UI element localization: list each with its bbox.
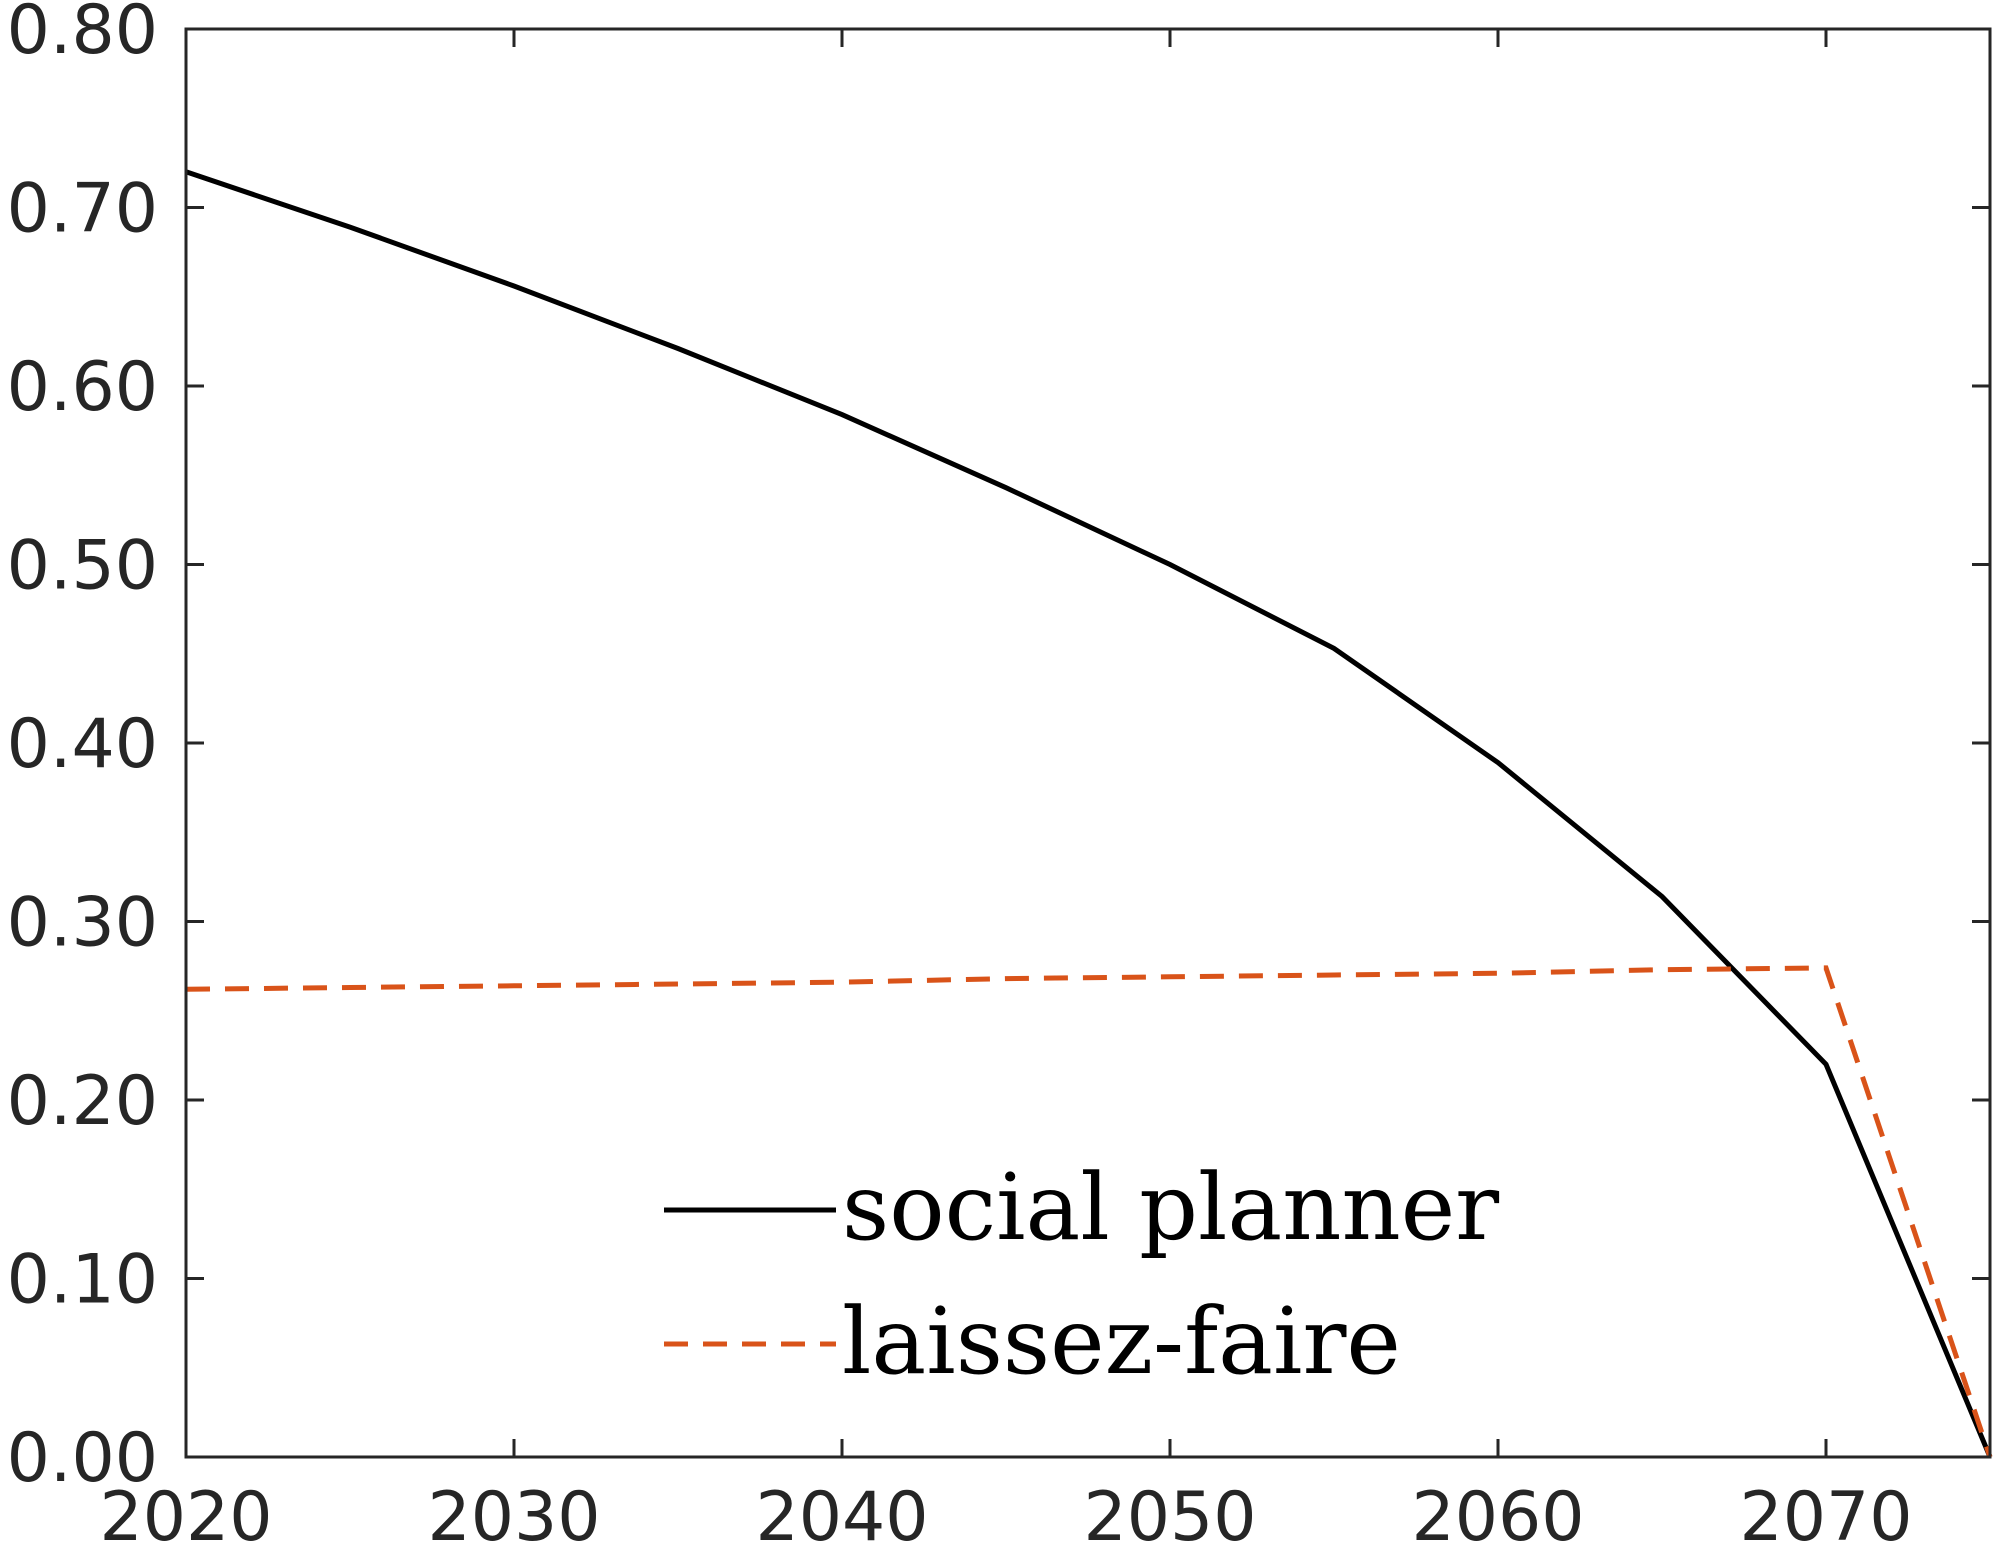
- y-tick-label: 0.00: [7, 1419, 158, 1498]
- y-tick-label: 0.50: [7, 527, 158, 606]
- y-tick-label: 0.40: [7, 705, 158, 784]
- x-tick-label: 2030: [427, 1478, 600, 1554]
- y-tick-label: 0.30: [7, 884, 158, 963]
- series-line-social-planner: [185, 169, 1993, 1458]
- plot-area: [186, 29, 1990, 1457]
- x-tick-label: 2050: [1083, 1478, 1256, 1554]
- series-layer: [185, 169, 1993, 1458]
- series-line-laissez-faire: [185, 965, 1993, 1458]
- x-tick-label: 2040: [755, 1478, 928, 1554]
- y-tick-label: 0.20: [7, 1062, 158, 1141]
- y-tick-label: 0.70: [7, 170, 158, 249]
- axes-layer: 2020 2030 2040 2050 2060 2070 0.00 0.10 0.20 0.30…: [7, 0, 1992, 1554]
- y-tick-label: 0.60: [7, 348, 158, 427]
- y-tick-label: 0.10: [7, 1241, 158, 1320]
- legend: social planner laissez-faire: [664, 1154, 1499, 1395]
- legend-label-social-planner: social planner: [842, 1154, 1499, 1261]
- x-tick-label: 2070: [1739, 1478, 1912, 1554]
- y-tick-label: 0.80: [7, 0, 158, 70]
- x-tick-label: 2060: [1411, 1478, 1584, 1554]
- legend-label-laissez-faire: laissez-faire: [842, 1288, 1401, 1395]
- x-tick-label: 2020: [99, 1478, 272, 1554]
